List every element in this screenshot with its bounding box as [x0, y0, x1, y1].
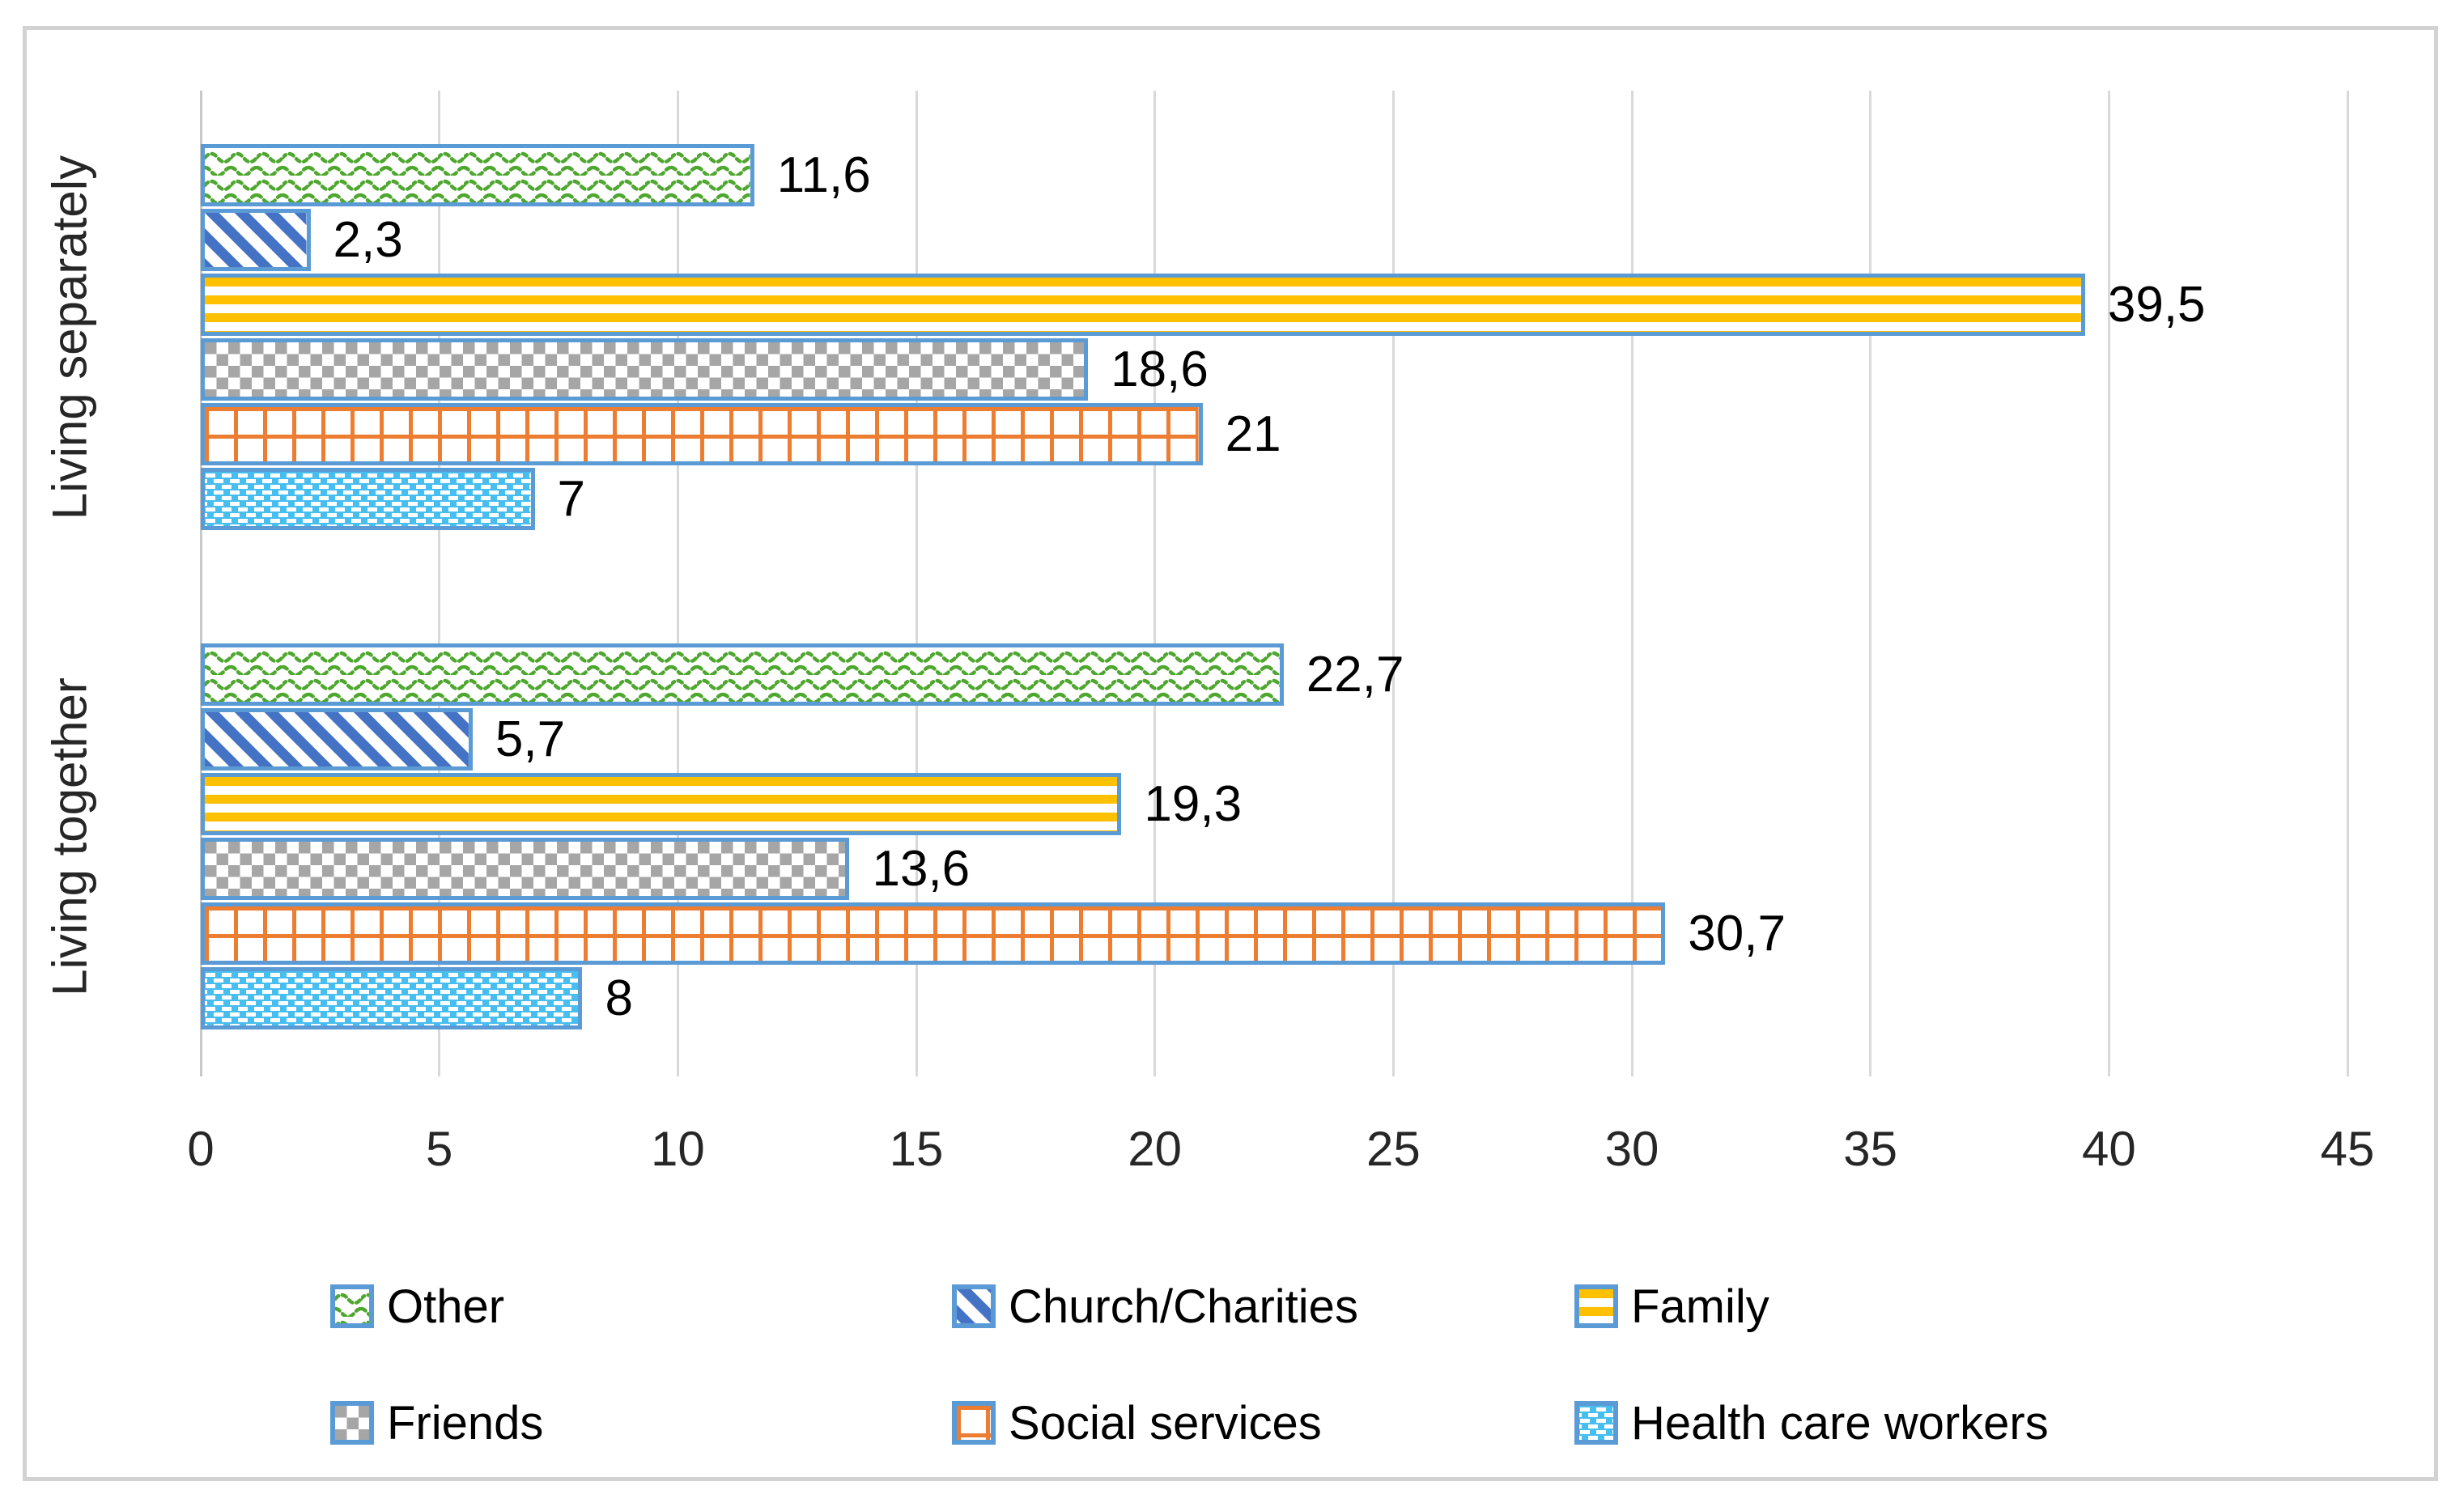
x-tick-30: 30: [1604, 1122, 1659, 1176]
bar-blue-diagonal-together: [201, 708, 473, 770]
data-label-gray-checker-separately: 18,6: [1111, 342, 1209, 397]
data-label-blue-diagonal-separately: 2,3: [333, 212, 403, 268]
data-label-green-waves-together: 22,7: [1306, 647, 1404, 703]
category-label-living-together: Living together: [42, 677, 97, 996]
gridline-20: [1153, 91, 1157, 1076]
bar-gray-checker-together: [201, 838, 850, 900]
legend-swatch-blue-dashes: [1574, 1401, 1618, 1445]
legend-label: Friends: [387, 1396, 544, 1450]
legend-item-social-services: Social services: [952, 1396, 1322, 1450]
data-label-yellow-hstripes-separately: 39,5: [2107, 277, 2206, 333]
data-label-orange-grid-together: 30,7: [1688, 906, 1786, 962]
x-tick-20: 20: [1128, 1122, 1183, 1176]
x-tick-35: 35: [1843, 1122, 1898, 1176]
data-label-green-waves-separately: 11,6: [776, 147, 871, 203]
bar-gray-checker-separately: [201, 338, 1089, 401]
legend-label: Other: [387, 1280, 505, 1333]
x-tick-25: 25: [1366, 1122, 1421, 1176]
bar-yellow-hstripes-together: [201, 773, 1122, 835]
legend-label: Church/Charities: [1009, 1280, 1358, 1333]
category-label-living-separately: Living separately: [42, 155, 97, 520]
data-label-orange-grid-separately: 21: [1225, 406, 1281, 462]
bar-blue-dashes-together: [201, 967, 583, 1029]
gridline-30: [1630, 91, 1633, 1076]
legend-swatch-orange-grid: [952, 1401, 996, 1445]
gridline-5: [438, 91, 441, 1076]
x-tick-0: 0: [187, 1122, 215, 1176]
gridline-40: [2107, 91, 2110, 1076]
bar-yellow-hstripes-separately: [201, 274, 2085, 336]
gridline-15: [915, 91, 918, 1076]
x-tick-45: 45: [2320, 1122, 2375, 1176]
data-label-blue-diagonal-together: 5,7: [495, 711, 566, 767]
gridline-35: [1869, 91, 1872, 1076]
gridline-10: [676, 91, 679, 1076]
legend-label: Family: [1631, 1280, 1769, 1333]
bar-green-waves-separately: [201, 144, 754, 206]
bar-blue-diagonal-separately: [201, 209, 311, 271]
legend-item-health-care-workers: Health care workers: [1574, 1396, 2049, 1450]
legend-label: Social services: [1009, 1396, 1322, 1450]
legend-swatch-gray-checker: [330, 1401, 374, 1445]
legend-swatch-blue-diagonal: [952, 1284, 996, 1328]
bar-orange-grid-together: [201, 902, 1666, 965]
x-tick-15: 15: [889, 1122, 944, 1176]
x-tick-5: 5: [425, 1122, 453, 1176]
bar-orange-grid-separately: [201, 403, 1203, 465]
gridline-45: [2346, 91, 2349, 1076]
gridline-25: [1391, 91, 1395, 1076]
legend-item-church-charities: Church/Charities: [952, 1280, 1358, 1333]
legend-item-other: Other: [330, 1280, 505, 1333]
x-tick-40: 40: [2081, 1122, 2136, 1176]
data-label-blue-dashes-separately: 7: [557, 471, 586, 527]
bar-blue-dashes-separately: [201, 468, 535, 530]
legend-swatch-yellow-hstripes: [1574, 1284, 1618, 1328]
legend-swatch-green-waves: [330, 1284, 374, 1328]
data-label-yellow-hstripes-together: 19,3: [1144, 776, 1243, 832]
data-label-gray-checker-together: 13,6: [872, 841, 971, 897]
y-axis-line: [199, 91, 202, 1076]
legend-item-family: Family: [1574, 1280, 1769, 1333]
data-label-blue-dashes-together: 8: [605, 970, 633, 1026]
x-tick-10: 10: [650, 1122, 705, 1176]
legend-label: Health care workers: [1631, 1396, 2049, 1450]
legend-item-friends: Friends: [330, 1396, 544, 1450]
bar-green-waves-together: [201, 643, 1284, 706]
